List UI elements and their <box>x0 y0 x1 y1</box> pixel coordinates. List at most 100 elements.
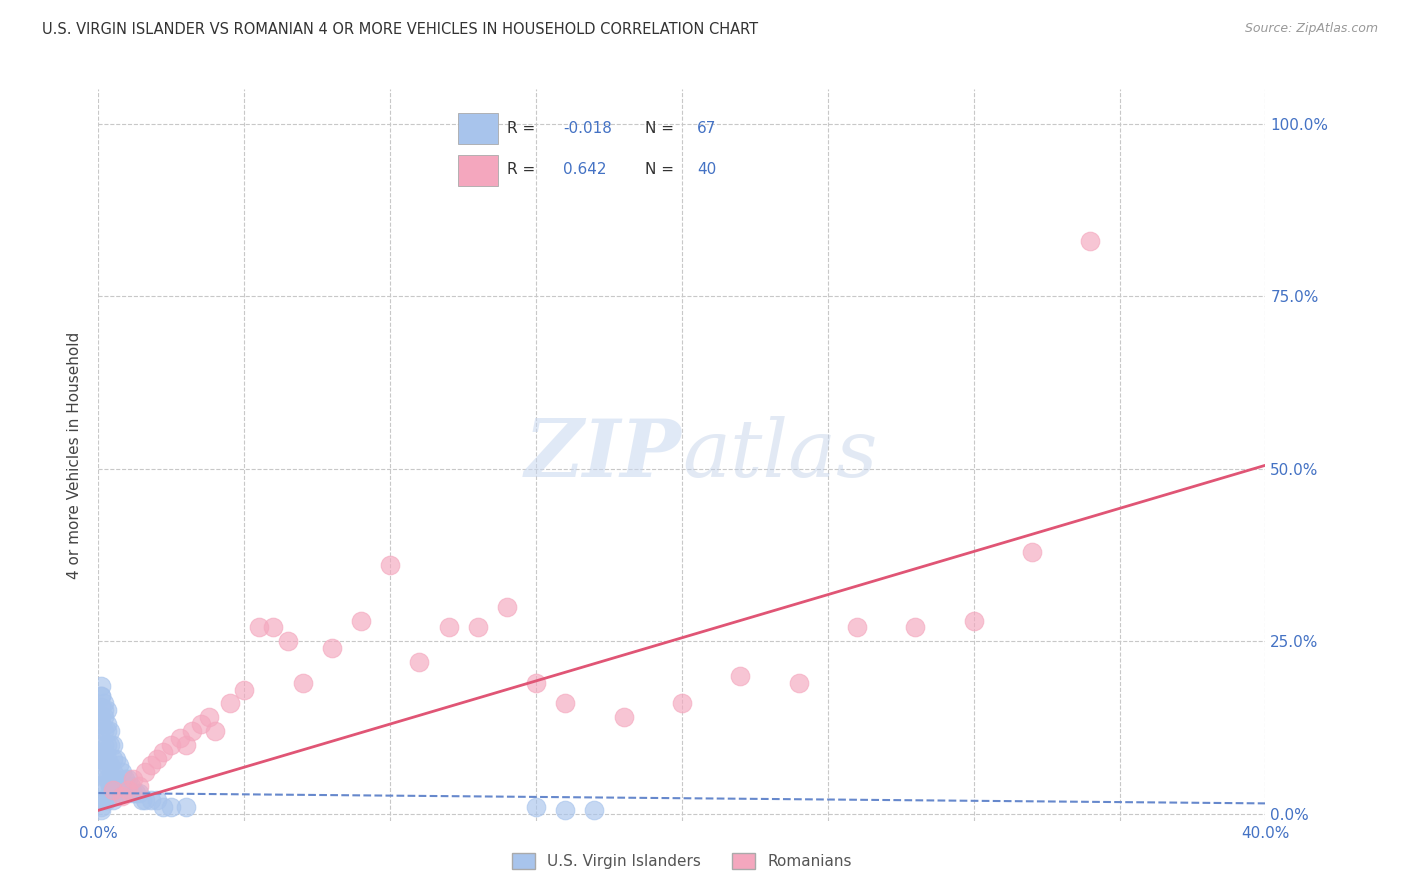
Point <box>93 723 115 738</box>
Point <box>122 772 145 787</box>
Point <box>146 751 169 765</box>
Point <box>134 765 156 780</box>
Point <box>962 614 984 628</box>
Point <box>101 751 124 765</box>
Point <box>160 738 183 752</box>
Point <box>93 696 115 710</box>
Point <box>104 751 127 765</box>
Point <box>93 793 115 807</box>
Point <box>174 800 197 814</box>
Point <box>190 717 212 731</box>
Point <box>117 782 139 797</box>
Point <box>93 703 115 717</box>
Point <box>98 738 121 752</box>
Point <box>139 758 162 772</box>
Point <box>111 789 134 804</box>
Point <box>146 793 169 807</box>
Point <box>96 772 118 787</box>
Point <box>125 786 148 800</box>
Point <box>524 800 547 814</box>
Point <box>134 793 156 807</box>
Point <box>93 745 115 759</box>
Point <box>277 634 299 648</box>
Point <box>169 731 191 745</box>
Point <box>90 699 112 714</box>
Point <box>120 779 142 793</box>
Point <box>90 803 112 817</box>
Point <box>291 675 314 690</box>
Point <box>1021 544 1043 558</box>
Point <box>111 765 134 780</box>
Point <box>233 682 256 697</box>
Point <box>152 800 174 814</box>
Text: atlas: atlas <box>682 417 877 493</box>
Point <box>122 786 145 800</box>
Point <box>160 800 183 814</box>
Point <box>554 696 576 710</box>
Point <box>101 738 124 752</box>
Point <box>408 655 430 669</box>
Point <box>128 786 150 800</box>
Point <box>152 745 174 759</box>
Point <box>90 800 112 814</box>
Point <box>90 765 112 780</box>
Point <box>90 793 112 807</box>
Point <box>90 690 112 704</box>
Point <box>90 745 112 759</box>
Point <box>139 793 162 807</box>
Point <box>131 793 153 807</box>
Point <box>554 803 576 817</box>
Point <box>128 779 150 793</box>
Point <box>524 675 547 690</box>
Point <box>90 679 112 693</box>
Point <box>96 723 118 738</box>
Point <box>108 758 131 772</box>
Point <box>90 717 112 731</box>
Point <box>117 772 139 787</box>
Text: U.S. VIRGIN ISLANDER VS ROMANIAN 4 OR MORE VEHICLES IN HOUSEHOLD CORRELATION CHA: U.S. VIRGIN ISLANDER VS ROMANIAN 4 OR MO… <box>42 22 758 37</box>
Point <box>90 731 112 745</box>
Point <box>96 793 118 807</box>
Point <box>350 614 373 628</box>
Point <box>728 669 751 683</box>
Point <box>845 620 868 634</box>
Text: ZIP: ZIP <box>524 417 682 493</box>
Point <box>262 620 284 634</box>
Point <box>117 786 139 800</box>
Point <box>101 793 124 807</box>
Point <box>104 772 127 787</box>
Point <box>467 620 489 634</box>
Point <box>218 696 240 710</box>
Point <box>247 620 270 634</box>
Point <box>174 738 197 752</box>
Point <box>96 717 118 731</box>
Point <box>93 765 115 780</box>
Point <box>96 751 118 765</box>
Text: Source: ZipAtlas.com: Source: ZipAtlas.com <box>1244 22 1378 36</box>
Point <box>437 620 460 634</box>
Point <box>93 779 115 793</box>
Point <box>114 772 136 787</box>
Point <box>90 690 112 704</box>
Point <box>90 779 112 793</box>
Point <box>495 599 517 614</box>
Point <box>787 675 810 690</box>
Point <box>96 758 118 772</box>
Point <box>93 738 115 752</box>
Point <box>98 723 121 738</box>
Point <box>90 751 112 765</box>
Y-axis label: 4 or more Vehicles in Household: 4 or more Vehicles in Household <box>67 331 83 579</box>
Point <box>98 758 121 772</box>
Point <box>93 710 115 724</box>
Point <box>96 738 118 752</box>
Point <box>98 786 121 800</box>
Point <box>1080 234 1102 248</box>
Point <box>101 786 124 800</box>
Point <box>90 710 112 724</box>
Point <box>204 723 226 738</box>
Point <box>583 803 606 817</box>
Point <box>108 779 131 793</box>
Point <box>378 558 402 573</box>
Legend: U.S. Virgin Islanders, Romanians: U.S. Virgin Islanders, Romanians <box>506 847 858 875</box>
Point <box>98 779 121 793</box>
